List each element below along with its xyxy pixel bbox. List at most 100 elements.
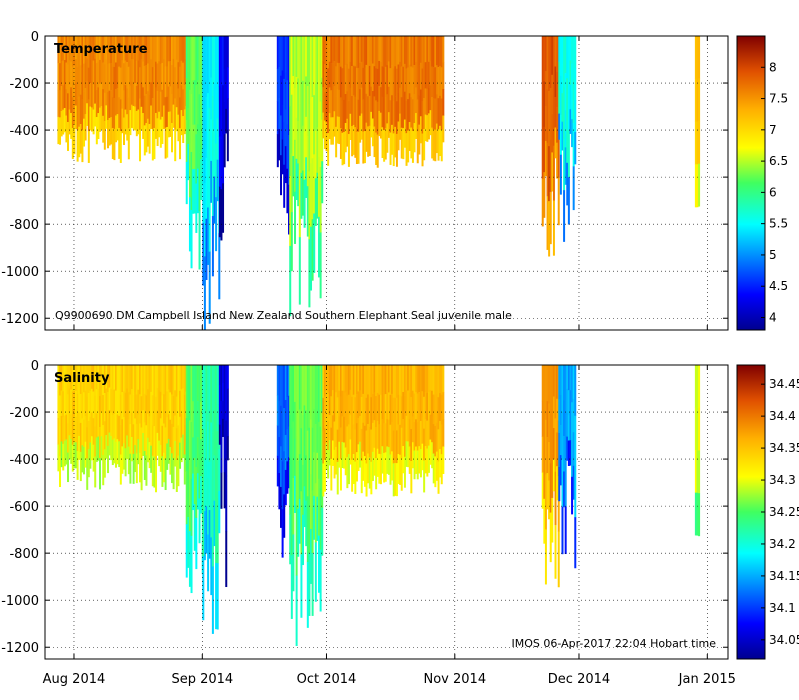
temperature-profile-bar xyxy=(386,65,389,95)
salinity-profile-bar xyxy=(73,365,76,392)
salinity-profile-bar xyxy=(431,390,434,417)
temperature-profile-bar xyxy=(193,168,196,214)
salinity-profile-bar xyxy=(207,534,210,592)
temperature-profile-bar xyxy=(81,98,84,131)
temperature-profile-bar xyxy=(551,74,554,114)
salinity-profile-bar xyxy=(289,365,292,416)
salinity-profile-bar xyxy=(429,414,432,440)
temperature-profile-bar xyxy=(322,36,325,62)
salinity-profile-bar xyxy=(283,365,286,409)
salinity-profile-bar xyxy=(294,401,297,440)
temperature-profile-bar xyxy=(439,125,442,157)
temperature-profile-bar xyxy=(435,36,438,66)
salinity-profile-bar xyxy=(63,365,66,391)
temperature-profile-bar xyxy=(381,127,384,159)
temperature-profile-bar xyxy=(292,156,295,197)
temperature-profile-bar xyxy=(225,36,228,61)
temperature-profile-bar xyxy=(314,130,317,179)
salinity-profile-bar xyxy=(278,473,281,510)
salinity-profile-bar xyxy=(311,365,314,428)
salinity-profile-bar xyxy=(105,435,108,459)
temperature-profile-bar xyxy=(172,36,175,60)
salinity-profile-bar xyxy=(397,453,400,484)
salinity-profile-bar xyxy=(281,413,284,462)
temperature-profile-bar xyxy=(164,97,167,129)
salinity-profile-bar xyxy=(362,365,365,395)
temperature-title: Temperature xyxy=(54,42,148,57)
temperature-profile-bar xyxy=(389,68,392,101)
salinity-profile-bar xyxy=(327,449,330,479)
salinity-profile-bar xyxy=(551,365,554,410)
temperature-profile-bar xyxy=(87,99,90,132)
salinity-profile-bar xyxy=(220,365,223,402)
temperature-profile-bar xyxy=(210,77,213,120)
temperature-profile-bar xyxy=(335,96,338,128)
salinity-profile-bar xyxy=(202,365,205,430)
temperature-profile-bar xyxy=(163,82,166,106)
salinity-profile-bar xyxy=(75,442,78,469)
temperature-profile-bar xyxy=(330,63,333,91)
temperature-profile-bar xyxy=(139,67,142,99)
temperature-profile-bar xyxy=(354,36,357,67)
temperature-profile-bar xyxy=(403,119,406,148)
temperature-profile-bar xyxy=(78,66,81,97)
salinity-profile-bar xyxy=(339,365,342,397)
temperature-profile-bar xyxy=(330,36,333,64)
temperature-profile-bar xyxy=(302,36,305,82)
salinity-profile-bar xyxy=(363,425,366,457)
temperature-profile-bar xyxy=(156,63,159,92)
temperature-profile-bar xyxy=(357,67,360,101)
salinity-profile-bar xyxy=(190,478,193,537)
salinity-profile-bar xyxy=(399,424,402,456)
salinity-profile-bar xyxy=(400,427,403,460)
temperature-profile-bar xyxy=(391,95,394,126)
temperature-profile-bar xyxy=(371,63,374,92)
salinity-profile-bar xyxy=(376,420,379,449)
salinity-profile-bar xyxy=(331,415,334,441)
salinity-profile-bar xyxy=(371,393,374,424)
temperature-profile-bar xyxy=(200,158,203,201)
temperature-profile-bar xyxy=(321,36,324,79)
temperature-profile-bar xyxy=(698,78,701,122)
salinity-profile-bar xyxy=(163,452,166,483)
temperature-profile-bar xyxy=(147,118,150,147)
temperature-profile-bar xyxy=(278,67,281,99)
salinity-profile-bar xyxy=(298,365,301,410)
salinity-profile-bar xyxy=(311,552,314,616)
temperature-profile-bar xyxy=(413,94,416,124)
temperature-profile-bar xyxy=(563,36,566,88)
salinity-profile-bar xyxy=(202,492,205,557)
salinity-profile-bar xyxy=(143,393,146,423)
salinity-profile-bar xyxy=(298,454,301,500)
salinity-profile-bar xyxy=(116,365,119,391)
temperature-profile-bar xyxy=(288,184,291,235)
salinity-profile-bar xyxy=(346,457,349,489)
salinity-profile-bar xyxy=(218,448,221,492)
temperature-profile-bar xyxy=(121,36,124,61)
temperature-profile-bar xyxy=(403,63,406,92)
salinity-profile-bar xyxy=(59,395,62,427)
temperature-profile-bar xyxy=(319,232,322,299)
temperature-profile-bar xyxy=(305,116,308,158)
salinity-profile-bar xyxy=(280,365,283,406)
salinity-profile-bar xyxy=(375,457,378,490)
temperature-profile-bar xyxy=(211,96,214,157)
salinity-profile-bar xyxy=(551,453,554,499)
salinity-profile-bar xyxy=(283,494,286,538)
temperature-profile-bar xyxy=(167,86,170,113)
salinity-profile-bar xyxy=(556,466,559,501)
salinity-profile-bar xyxy=(185,524,188,578)
temperature-profile-bar xyxy=(198,210,201,270)
salinity-profile-bar xyxy=(185,418,188,472)
salinity-profile-bar xyxy=(416,393,419,423)
salinity-profile-bar xyxy=(103,421,106,450)
salinity-profile-bar xyxy=(549,365,552,415)
temperature-profile-bar xyxy=(99,36,102,61)
temperature-profile-bar xyxy=(392,36,395,69)
temperature-profile-bar xyxy=(694,121,697,165)
salinity-profile-bar xyxy=(310,365,313,420)
temperature-profile-bar xyxy=(407,99,410,131)
salinity-profile-bar xyxy=(410,397,413,430)
temperature-profile-bar xyxy=(574,36,577,69)
temperature-profile-bar xyxy=(161,116,164,145)
